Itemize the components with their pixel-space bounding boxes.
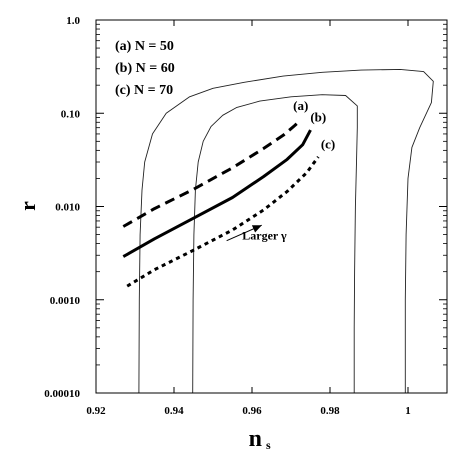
series-group (122, 118, 320, 288)
y-tick-label-2: 0.010 (55, 202, 80, 214)
y-tick-label-4: 1.0 (66, 15, 80, 27)
series-line-0 (122, 118, 302, 228)
y-axis-label: r (15, 201, 40, 211)
curve-label-2: (c) (321, 136, 335, 151)
arrow-head (251, 225, 262, 233)
contour-inner (192, 94, 358, 394)
x-tick-label-0: 0.92 (86, 405, 106, 417)
y-tick-label-0: 0.00010 (44, 388, 80, 400)
x-tick-label-4: 1 (405, 405, 411, 417)
series-line-1 (122, 129, 312, 258)
legend-entry-b: (b) N = 60 (115, 61, 175, 76)
x-axis-label: n (249, 426, 262, 452)
x-tick-label-3: 0.98 (320, 405, 340, 417)
y-tick-label-1: 0.0010 (50, 295, 81, 307)
label-group: (a)(b) (c) Larger γ (226, 98, 335, 242)
contour-outer (138, 68, 434, 394)
tick-group: 0.92 0.94 0.96 0.98 1 0.00010 0.0010 0.010 0.10 1… (44, 15, 447, 417)
x-tick-label-1: 0.94 (164, 405, 184, 417)
legend-entry-a: (a) N = 50 (115, 39, 174, 54)
series-line-2 (126, 156, 320, 288)
contour-group (138, 68, 434, 394)
legend-entry-c: (c) N = 70 (115, 83, 173, 98)
annotation-larger-gamma: Larger γ (242, 228, 287, 242)
x-tick-label-2: 0.96 (242, 405, 262, 417)
curve-label-0: (a) (293, 98, 308, 113)
curve-label-1: (b) (310, 109, 326, 124)
x-axis-label-subscript: s (266, 438, 271, 452)
y-tick-label-3: 0.10 (61, 108, 81, 120)
